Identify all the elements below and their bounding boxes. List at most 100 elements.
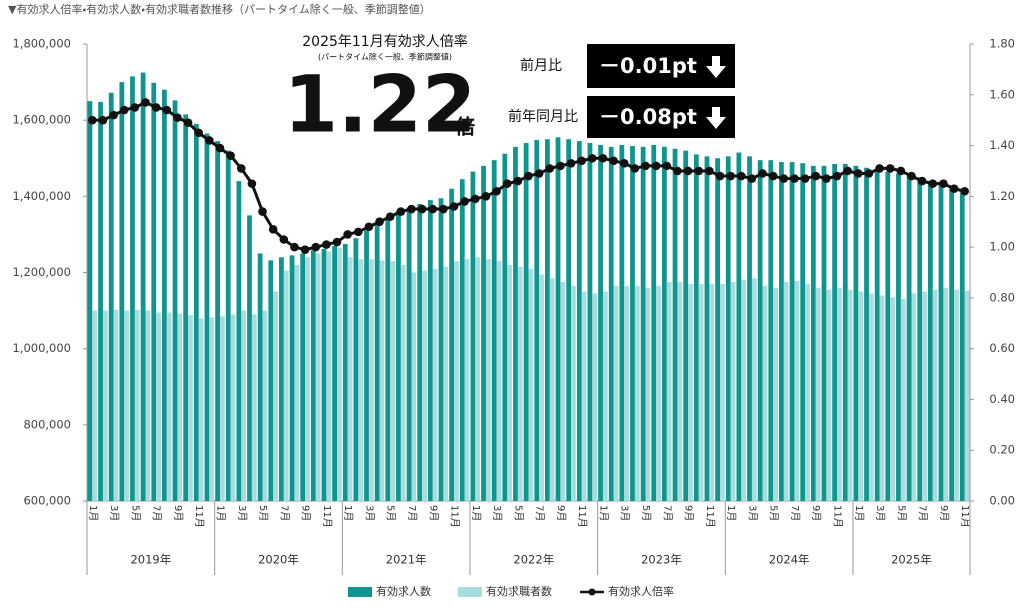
bar bbox=[496, 261, 502, 501]
x-tick-label: 3月 bbox=[746, 505, 758, 521]
bar bbox=[87, 101, 93, 501]
bar bbox=[364, 230, 369, 501]
marker bbox=[407, 204, 416, 214]
bar bbox=[283, 270, 289, 501]
x-tick-label: 3月 bbox=[108, 505, 120, 521]
bar bbox=[896, 173, 901, 501]
bar bbox=[411, 272, 417, 501]
bar bbox=[853, 165, 859, 501]
marker bbox=[428, 204, 438, 214]
x-tick-label: 7月 bbox=[661, 505, 673, 521]
legend-swatch bbox=[348, 587, 372, 597]
bar bbox=[209, 317, 215, 501]
marker bbox=[162, 105, 172, 115]
bar bbox=[449, 188, 455, 501]
bar bbox=[396, 210, 401, 501]
year-label: 2022年 bbox=[513, 553, 554, 567]
bar bbox=[528, 268, 534, 501]
bar bbox=[151, 82, 157, 501]
x-tick-label: 5月 bbox=[640, 505, 652, 521]
x-tick-label: 9月 bbox=[938, 505, 950, 521]
bar bbox=[576, 141, 582, 502]
bar bbox=[337, 247, 342, 501]
marker bbox=[236, 164, 246, 173]
bar bbox=[555, 137, 561, 501]
marker bbox=[566, 159, 576, 168]
x-tick-label: 3月 bbox=[491, 505, 503, 521]
bar bbox=[353, 238, 359, 501]
bar bbox=[821, 165, 827, 501]
x-tick-label: 1月 bbox=[87, 505, 99, 521]
marker bbox=[949, 184, 959, 194]
marker bbox=[705, 166, 714, 176]
x-tick-label: 1月 bbox=[597, 505, 609, 521]
marker bbox=[811, 171, 821, 181]
x-tick-label: 11月 bbox=[576, 505, 588, 528]
bar bbox=[640, 146, 646, 501]
x-tick-label: 5月 bbox=[129, 505, 141, 521]
y2-tick-label: 1.80 bbox=[989, 37, 1015, 51]
y2-tick-label: 1.20 bbox=[989, 189, 1015, 203]
marker bbox=[864, 169, 874, 178]
year-label: 2023年 bbox=[641, 553, 682, 567]
down-arrow bbox=[706, 56, 726, 78]
marker bbox=[619, 159, 629, 168]
bar bbox=[725, 156, 731, 502]
change-value: －0.08pt bbox=[599, 105, 697, 129]
bar bbox=[885, 171, 891, 501]
bar bbox=[400, 264, 406, 501]
bar bbox=[832, 163, 838, 501]
down-arrow bbox=[706, 107, 726, 129]
marker bbox=[907, 171, 916, 181]
legend-marker bbox=[588, 588, 596, 596]
bar bbox=[368, 259, 374, 501]
bar bbox=[917, 177, 923, 501]
bar bbox=[768, 160, 774, 501]
marker bbox=[768, 171, 778, 181]
bar bbox=[932, 289, 938, 501]
marker bbox=[88, 115, 97, 125]
bar bbox=[188, 315, 193, 501]
marker bbox=[939, 179, 948, 188]
bar bbox=[959, 192, 965, 501]
bar bbox=[693, 154, 699, 502]
marker bbox=[832, 171, 842, 181]
marker bbox=[609, 156, 618, 166]
bar bbox=[385, 217, 391, 501]
x-tick-label: 5月 bbox=[257, 505, 269, 521]
x-tick-label: 9月 bbox=[810, 505, 822, 521]
marker bbox=[790, 174, 799, 183]
bar bbox=[326, 251, 332, 501]
bar bbox=[789, 162, 795, 501]
change-value: －0.01pt bbox=[599, 54, 697, 78]
marker bbox=[396, 207, 406, 216]
marker bbox=[588, 153, 597, 163]
bar bbox=[651, 144, 657, 501]
bar bbox=[698, 283, 704, 501]
bar bbox=[566, 139, 572, 502]
bar bbox=[517, 266, 523, 501]
bar bbox=[273, 291, 278, 501]
bar bbox=[757, 160, 763, 501]
bar bbox=[800, 163, 806, 501]
legend-label: 有効求人数 bbox=[376, 584, 431, 598]
x-tick-label: 7月 bbox=[406, 505, 418, 521]
x-tick-label: 9月 bbox=[300, 505, 312, 521]
bar bbox=[534, 139, 540, 501]
y2-tick-label: 1.60 bbox=[989, 87, 1015, 101]
bar bbox=[837, 287, 842, 501]
marker bbox=[715, 171, 725, 181]
y-tick-label: 1,800,000 bbox=[12, 37, 71, 51]
marker bbox=[471, 194, 480, 204]
bar bbox=[268, 260, 274, 501]
bar bbox=[688, 283, 693, 501]
bar bbox=[225, 150, 231, 501]
x-tick-label: 11月 bbox=[449, 505, 461, 528]
bar bbox=[805, 283, 810, 501]
bar bbox=[198, 318, 204, 501]
marker bbox=[439, 204, 448, 214]
bar bbox=[422, 270, 427, 501]
marker bbox=[194, 128, 204, 138]
marker bbox=[843, 166, 852, 176]
